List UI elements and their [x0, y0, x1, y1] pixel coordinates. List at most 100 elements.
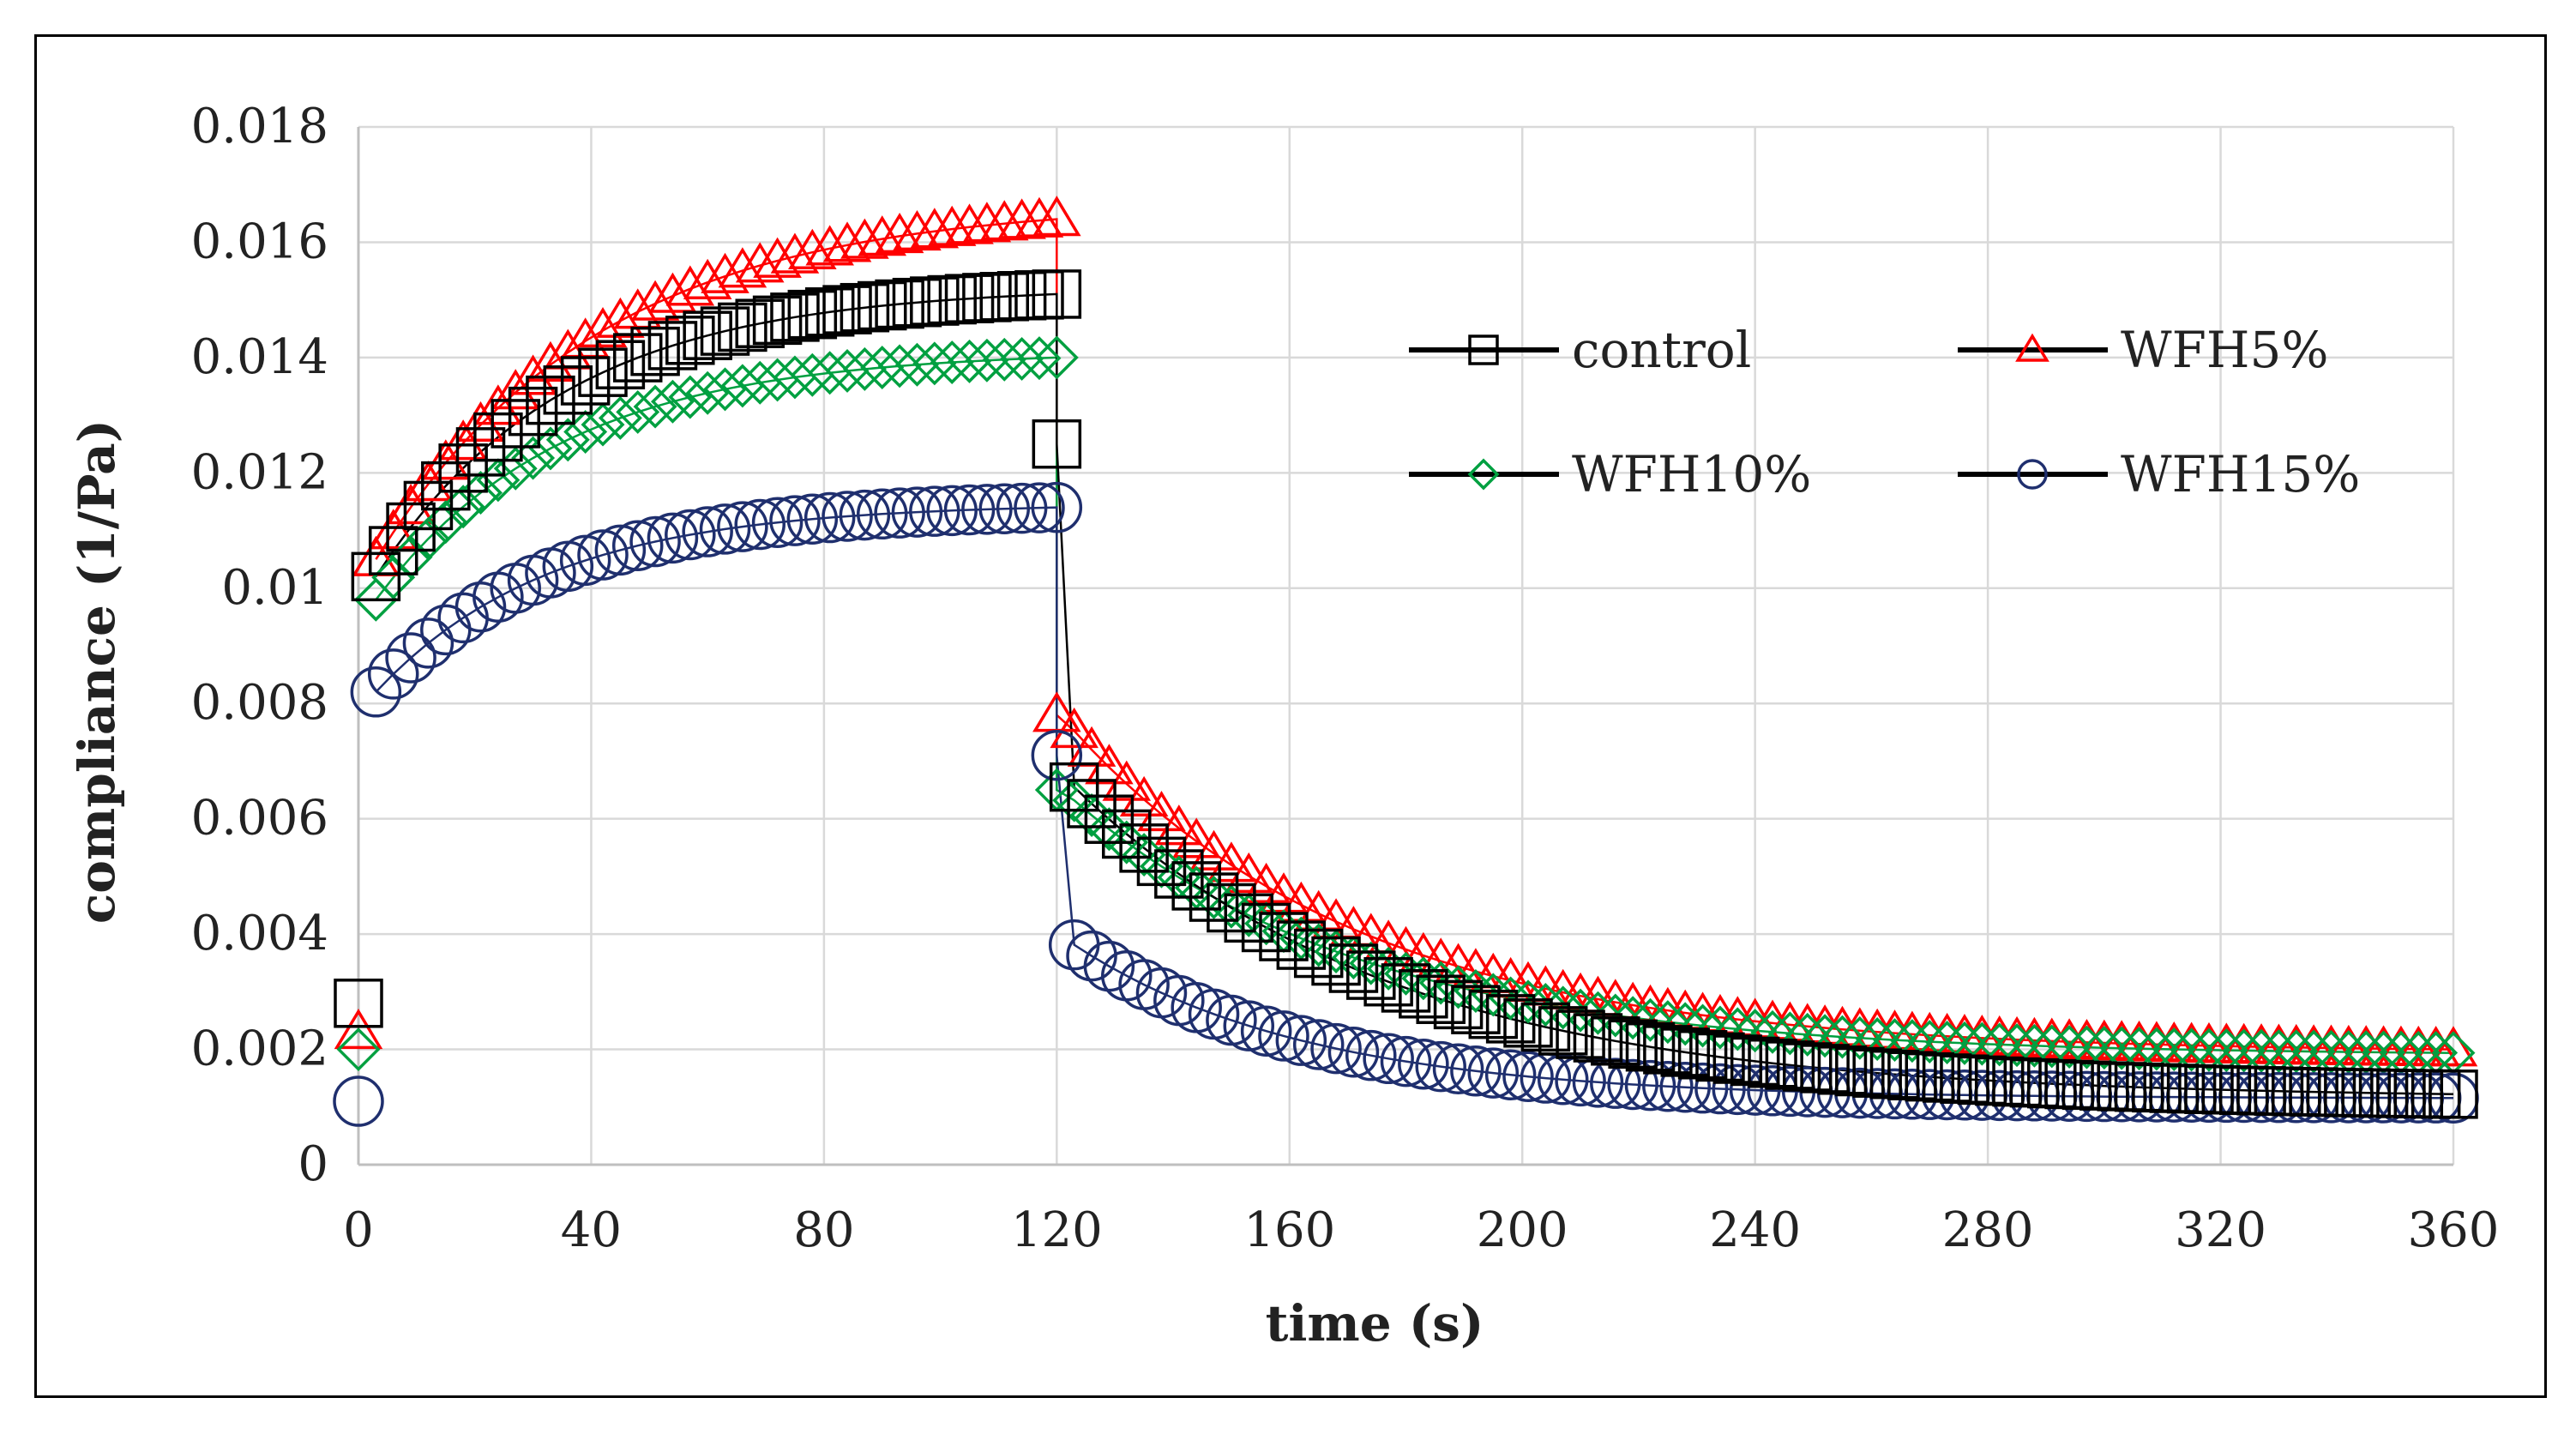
data-point-control — [1608, 1019, 1658, 1069]
data-point-wfh5 — [665, 265, 715, 306]
data-point-wfh15 — [665, 509, 716, 561]
data-point-wfh10 — [1959, 1021, 2004, 1066]
data-point-control — [1712, 1034, 1763, 1084]
data-point-wfh10 — [2170, 1027, 2214, 1072]
data-point-wfh10 — [2134, 1027, 2179, 1071]
data-point-wfh15 — [803, 491, 856, 544]
data-point-wfh15 — [1537, 1054, 1589, 1106]
legend-marker-wfh15 — [2017, 459, 2048, 490]
x-tick-label: 240 — [1709, 1202, 1801, 1258]
y-tick-label: 0.004 — [191, 906, 328, 961]
data-point-wfh5 — [893, 209, 942, 251]
data-point-wfh10 — [1593, 993, 1638, 1038]
data-point-wfh10 — [965, 338, 1009, 383]
legend-label: WFH10% — [1572, 445, 1811, 503]
data-point-wfh5 — [334, 1008, 383, 1050]
series-wfh10 — [336, 335, 2476, 1076]
x-tick-label: 160 — [1243, 1202, 1335, 1258]
data-point-wfh15 — [699, 503, 751, 555]
data-point-control — [1189, 872, 1239, 922]
data-point-control — [560, 356, 611, 406]
data-point-wfh10 — [2117, 1027, 2162, 1071]
data-point-wfh10 — [1715, 1007, 1760, 1051]
data-point-wfh5 — [962, 202, 1012, 243]
data-point-wfh15 — [629, 515, 681, 568]
data-point-wfh15 — [1310, 1022, 1362, 1075]
data-point-wfh10 — [2012, 1023, 2056, 1068]
data-point-wfh5 — [927, 205, 977, 246]
x-tick-label: 80 — [793, 1202, 854, 1258]
data-point-wfh5 — [718, 247, 767, 288]
data-point-wfh5 — [683, 258, 732, 299]
data-point-wfh10 — [563, 410, 608, 454]
data-point-wfh10 — [790, 352, 834, 397]
data-point-wfh10 — [1052, 778, 1097, 822]
data-point-wfh10 — [2344, 1030, 2388, 1075]
data-point-wfh10 — [930, 340, 974, 385]
data-point-control — [1241, 902, 1291, 953]
legend-item-wfh15: WFH15% — [1958, 445, 2360, 503]
data-point-control — [1451, 985, 1501, 1034]
data-point-wfh5 — [875, 212, 924, 254]
data-point-wfh15 — [1380, 1035, 1432, 1088]
data-point-control — [1591, 1016, 1640, 1066]
data-point-control — [543, 365, 593, 415]
data-point-wfh15 — [611, 520, 664, 571]
data-point-wfh15 — [1398, 1038, 1449, 1090]
data-point-wfh15 — [454, 581, 507, 633]
data-point-wfh5 — [910, 208, 960, 249]
y-tick-label: 0.002 — [191, 1021, 328, 1077]
data-point-wfh10 — [2291, 1029, 2336, 1074]
x-tick-label: 120 — [1011, 1202, 1103, 1258]
series-line-wfh15 — [375, 506, 2453, 1100]
x-tick-label: 200 — [1477, 1202, 1568, 1258]
data-point-control — [2429, 1069, 2478, 1119]
data-point-wfh10 — [2396, 1030, 2441, 1075]
data-point-wfh10 — [894, 342, 939, 387]
data-point-wfh15 — [717, 501, 768, 552]
data-point-wfh10 — [1698, 1005, 1742, 1050]
data-point-wfh10 — [1803, 1014, 1847, 1058]
data-point-wfh10 — [1610, 996, 1655, 1040]
data-point-wfh10 — [1034, 335, 1079, 380]
data-point-wfh10 — [1000, 336, 1044, 381]
data-point-wfh5 — [822, 221, 872, 262]
data-point-control — [1067, 779, 1116, 828]
data-point-wfh5 — [979, 200, 1029, 241]
data-point-wfh15 — [996, 482, 1048, 534]
data-point-wfh5 — [735, 242, 785, 283]
data-point-control — [804, 287, 855, 337]
data-point-wfh5 — [578, 306, 628, 348]
data-point-control — [1328, 943, 1379, 993]
axes — [357, 127, 2453, 1166]
data-point-wfh5 — [648, 272, 697, 313]
data-point-control — [1032, 419, 1082, 469]
data-point-control — [1293, 928, 1344, 979]
data-point-wfh10 — [773, 355, 817, 400]
data-point-wfh10 — [1873, 1018, 1917, 1063]
data-point-control — [1224, 893, 1274, 943]
data-point-wfh10 — [1681, 1003, 1725, 1048]
data-point-control — [1381, 963, 1431, 1013]
data-point-control — [1556, 1009, 1605, 1059]
data-point-control — [683, 310, 732, 360]
data-point-wfh15 — [1031, 481, 1083, 533]
data-point-wfh10 — [685, 371, 730, 415]
data-point-wfh5 — [840, 218, 889, 259]
y-tick-label: 0.018 — [191, 99, 328, 154]
data-point-wfh5 — [596, 297, 645, 338]
data-point-wfh10 — [1907, 1020, 1952, 1064]
data-point-wfh15 — [961, 484, 1013, 535]
data-point-wfh15 — [367, 648, 419, 700]
data-point-wfh15 — [1014, 482, 1065, 533]
data-point-control — [1102, 809, 1152, 859]
data-point-wfh10 — [2379, 1030, 2423, 1075]
data-point-wfh10 — [1663, 1002, 1707, 1046]
data-point-wfh10 — [633, 384, 677, 429]
data-point-wfh5 — [1050, 707, 1098, 749]
data-point-wfh10 — [1750, 1009, 1795, 1054]
data-point-wfh15 — [333, 1076, 384, 1127]
data-point-wfh10 — [982, 337, 1026, 382]
data-point-wfh15 — [385, 632, 436, 684]
data-point-control — [1084, 794, 1135, 844]
